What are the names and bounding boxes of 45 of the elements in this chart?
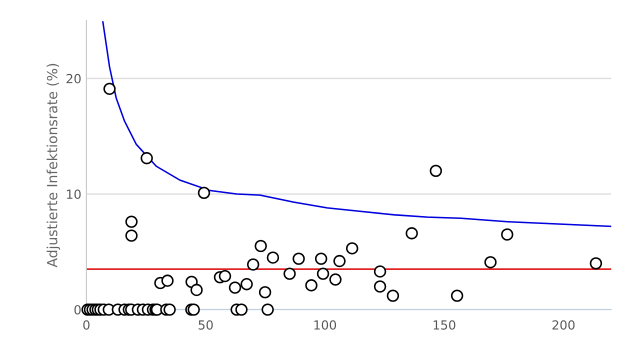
point — [314, 252, 328, 265]
point — [125, 216, 138, 228]
point — [262, 303, 274, 316]
y-tick-label: 10 — [67, 189, 81, 199]
point — [430, 164, 442, 178]
point — [374, 280, 386, 293]
y-axis-title: Adjustierte Infektionsrate (%) — [46, 64, 60, 268]
point — [484, 256, 497, 268]
x-tick-label: 0 — [83, 320, 90, 330]
point — [374, 265, 386, 278]
x-tick-label: 200 — [552, 320, 575, 330]
point — [161, 274, 174, 287]
point — [386, 290, 400, 302]
point — [450, 290, 464, 302]
point — [254, 240, 267, 252]
point — [266, 251, 280, 264]
point — [283, 268, 296, 280]
point — [103, 82, 116, 95]
point — [305, 279, 318, 292]
x-tick-label: 100 — [314, 320, 336, 330]
point — [218, 270, 232, 282]
point — [501, 228, 514, 241]
point — [406, 227, 418, 240]
point — [190, 284, 203, 296]
point — [198, 186, 210, 200]
point — [164, 303, 176, 316]
y-tick-label: 20 — [66, 74, 81, 84]
point — [346, 242, 358, 254]
point — [316, 268, 330, 280]
point — [258, 286, 272, 298]
point — [590, 257, 602, 270]
point — [333, 254, 346, 268]
point — [247, 258, 260, 271]
point — [188, 303, 200, 316]
y-tick-label: 0 — [74, 305, 81, 315]
x-tick-label: 50 — [198, 320, 213, 330]
point — [292, 252, 305, 265]
point — [228, 281, 242, 294]
x-tick-label: 150 — [434, 320, 456, 330]
line-series — [102, 21, 612, 228]
point — [125, 229, 138, 242]
point — [140, 152, 153, 164]
point — [240, 278, 253, 290]
point — [235, 303, 248, 316]
point — [329, 273, 342, 286]
